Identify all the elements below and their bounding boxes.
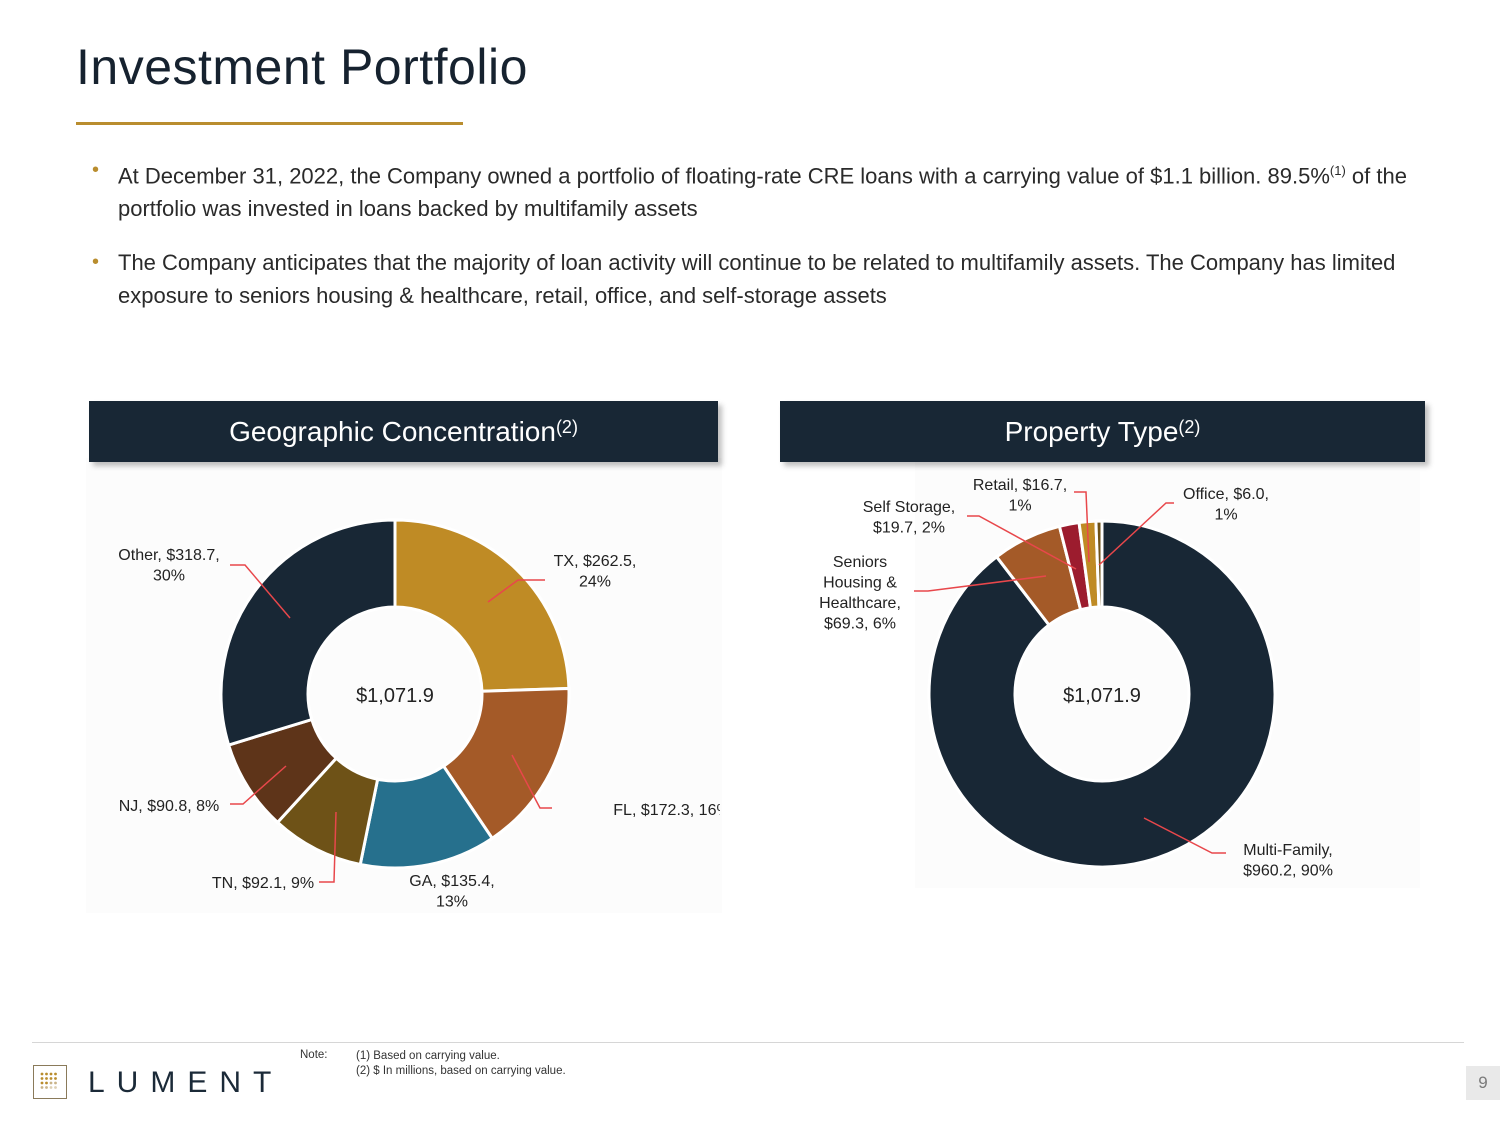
page-number: 9 bbox=[1466, 1066, 1500, 1100]
data-label-nj: NJ, $90.8, 8% bbox=[119, 798, 220, 815]
leader-line-tn bbox=[319, 811, 337, 883]
data-label-retail: Retail, $16.7, 1% bbox=[973, 477, 1067, 515]
data-label-fl: FL, $172.3, 16% bbox=[613, 802, 720, 819]
footnote-1: (1) Based on carrying value. bbox=[356, 1050, 500, 1062]
data-label-tx: TX, $262.5, 24% bbox=[554, 553, 637, 591]
center-total-label: $1,071.9 bbox=[1063, 685, 1141, 707]
geo-panel-footnote-ref: (2) bbox=[555, 417, 578, 437]
page-title: Investment Portfolio bbox=[76, 39, 528, 95]
slice-multi-family bbox=[927, 519, 1277, 869]
footer-divider bbox=[32, 1042, 1464, 1043]
data-label-tn: TN, $92.1, 9% bbox=[212, 875, 314, 892]
footnote-ref: (1) bbox=[1329, 163, 1346, 178]
bullet-dot-icon: • bbox=[92, 159, 100, 181]
prop-panel-title: Property Type bbox=[1004, 415, 1179, 447]
data-label-self-storage: Self Storage, $19.7, 2% bbox=[863, 499, 956, 537]
geo-panel-title: Geographic Concentration bbox=[229, 415, 556, 447]
bullet-text-before: At December 31, 2022, the Company owned … bbox=[118, 163, 1330, 189]
bullet-item: • At December 31, 2022, the Company owne… bbox=[90, 154, 1410, 225]
data-label-seniors-housing-healthcare: Seniors Housing & Healthcare, $69.3, 6% bbox=[819, 554, 901, 633]
footnote-2: (2) $ In millions, based on carrying val… bbox=[356, 1065, 566, 1077]
title-underline bbox=[76, 122, 463, 125]
prop-panel-header: Property Type (2) bbox=[780, 401, 1425, 462]
data-label-multi-family: Multi-Family, $960.2, 90% bbox=[1243, 842, 1333, 880]
bullet-list: • At December 31, 2022, the Company owne… bbox=[90, 154, 1410, 333]
lument-logo-icon bbox=[33, 1065, 67, 1099]
leader-line-tx bbox=[487, 579, 545, 603]
center-total-label: $1,071.9 bbox=[356, 685, 434, 707]
slice-other bbox=[219, 518, 397, 747]
geo-panel-header: Geographic Concentration (2) bbox=[89, 401, 718, 462]
geo-donut-chart: $1,071.9 TX, $262.5, 24% FL, $172.3, 16% GA,… bbox=[118, 518, 720, 911]
leader-line-multi-family bbox=[1143, 817, 1226, 854]
bullet-dot-icon: • bbox=[92, 251, 100, 274]
slice-tx bbox=[393, 518, 571, 693]
property-donut-chart: $1,071.9 Multi-Family, $960.2, 90% Seniors H… bbox=[819, 477, 1333, 880]
leader-line-retail bbox=[1074, 491, 1090, 563]
note-label: Note: bbox=[300, 1049, 328, 1061]
data-label-office: Office, $6.0, 1% bbox=[1183, 486, 1269, 524]
leader-line-office bbox=[1098, 502, 1174, 566]
footnotes: (1) Based on carrying value. (2) $ In mi… bbox=[356, 1049, 566, 1079]
data-label-ga: GA, $135.4, 13% bbox=[409, 873, 494, 911]
data-label-other: Other, $318.7, 30% bbox=[118, 547, 219, 585]
lument-logo-text: LUMENT bbox=[88, 1066, 284, 1099]
leader-line-fl bbox=[511, 754, 552, 809]
leader-line-self-storage bbox=[967, 515, 1077, 570]
prop-panel-footnote-ref: (2) bbox=[1178, 417, 1201, 437]
bullet-text-after: of the portfolio was invested in loans b… bbox=[118, 163, 1407, 222]
bullet-item: • The Company anticipates that the major… bbox=[90, 246, 1410, 312]
bullet-text: The Company anticipates that the majorit… bbox=[118, 250, 1396, 309]
leader-line-seniors-housing-healthcare bbox=[914, 575, 1047, 592]
leader-line-nj bbox=[230, 765, 287, 805]
leader-line-other bbox=[230, 564, 291, 619]
